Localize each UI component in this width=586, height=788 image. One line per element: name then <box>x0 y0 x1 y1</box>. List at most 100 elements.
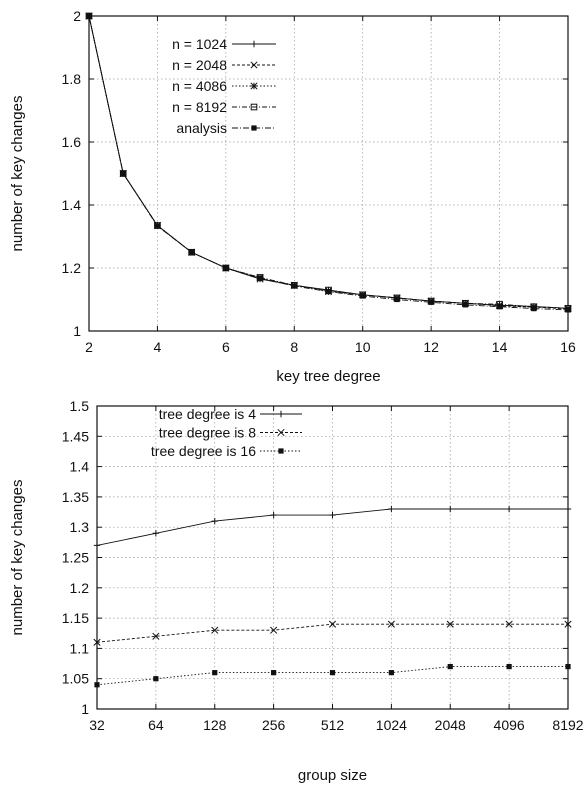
y-tick-label: 1 <box>73 323 81 339</box>
data-point-box <box>212 670 218 676</box>
y-tick-label: 1.8 <box>62 71 82 87</box>
legend-label: tree degree is 16 <box>151 443 256 459</box>
data-point-b <box>211 626 219 634</box>
data-point <box>154 223 161 229</box>
y-tick-label: 1 <box>81 701 89 717</box>
data-point-box <box>291 283 297 289</box>
legend-label: n = 4086 <box>172 78 227 94</box>
x-tick-label: 4096 <box>494 717 525 733</box>
y-tick-label: 1.5 <box>70 398 90 414</box>
data-point <box>388 670 394 676</box>
data-point-box <box>506 663 512 670</box>
series-line-2 <box>88 15 569 309</box>
data-point <box>565 663 571 670</box>
legend-marker-box <box>250 103 258 111</box>
data-point <box>428 299 434 305</box>
data-point <box>505 505 513 513</box>
data-point-box <box>360 293 366 299</box>
data-point-box <box>257 275 263 281</box>
x-tick-label: 14 <box>492 339 508 355</box>
y-tick-label: 1.1 <box>70 640 90 656</box>
data-point-box <box>86 13 92 19</box>
x-tick-label: 1024 <box>376 717 407 733</box>
data-point-box <box>223 265 229 271</box>
data-point <box>85 12 93 20</box>
chart-key-tree-degree: 1 1.2 1.4 1.6 1.8 2 2 4 6 8 10 12 14 16 key tree degre… <box>9 8 576 385</box>
legend-marker <box>250 103 258 111</box>
series-line-0 <box>88 15 569 309</box>
x-tick-label: 128 <box>203 717 227 733</box>
plot-frame <box>88 15 569 332</box>
x-tick-label: 10 <box>355 339 371 355</box>
data-point-box <box>531 306 537 312</box>
data-point <box>153 676 159 682</box>
data-point <box>394 296 400 303</box>
y-axis-label: number of key changes <box>9 96 26 252</box>
legend: n = 1024 n = 2048 n = 4086 n = 8192 analysis <box>172 36 276 136</box>
legend: tree degree is 4 tree degree is 8 tree deg… <box>151 406 302 459</box>
data-point-box <box>388 670 394 676</box>
data-point <box>565 307 571 313</box>
data-point-box <box>462 302 468 308</box>
data-point <box>223 265 229 271</box>
data-point-b <box>505 620 513 628</box>
data-point <box>388 505 395 513</box>
y-tick-label: 1.25 <box>62 550 89 566</box>
legend-marker <box>251 125 257 131</box>
data-point-b <box>93 638 101 646</box>
data-point-box <box>189 249 195 255</box>
x-tick-label: 32 <box>89 717 105 733</box>
y-tick-label: 1.2 <box>70 580 90 596</box>
data-point <box>360 293 366 299</box>
data-point-box <box>94 682 100 688</box>
data-point <box>211 626 219 634</box>
data-point <box>94 682 100 688</box>
data-point <box>189 249 195 255</box>
x-tick-label: 512 <box>321 717 345 733</box>
data-point-box <box>154 223 161 229</box>
data-point-box <box>153 676 159 682</box>
series-line-3 <box>88 15 569 309</box>
data-point <box>212 670 218 676</box>
legend-marker-b <box>277 428 285 437</box>
data-point <box>505 620 513 628</box>
data-point-box <box>565 663 571 670</box>
legend-label: n = 2048 <box>172 57 227 73</box>
data-point-box <box>565 307 571 313</box>
legend-marker <box>277 428 285 437</box>
legend-marker <box>250 61 258 69</box>
legend-marker-b <box>250 61 258 69</box>
x-tick-label: 8 <box>290 339 298 355</box>
data-point <box>325 289 332 295</box>
x-tick-label: 12 <box>423 339 439 355</box>
data-point-box <box>447 663 453 670</box>
x-tick-label: 6 <box>222 339 230 355</box>
data-point-box <box>120 170 126 177</box>
data-point <box>119 170 127 177</box>
data-point <box>152 530 160 537</box>
legend-label: tree degree is 4 <box>159 406 256 422</box>
data-point <box>329 670 336 676</box>
y-tick-label: 1.3 <box>70 519 90 535</box>
x-tick-label: 64 <box>148 717 164 733</box>
data-point <box>447 505 454 513</box>
data-point <box>188 248 195 256</box>
data-point <box>93 638 101 646</box>
y-tick-label: 1.6 <box>62 134 82 150</box>
y-tick-label: 1.4 <box>70 459 90 475</box>
data-point <box>120 170 126 177</box>
data-point <box>387 620 395 628</box>
data-point-box <box>394 296 400 303</box>
data-point-box <box>222 264 230 272</box>
data-point <box>447 663 453 670</box>
data-point-box <box>325 289 332 295</box>
data-point <box>152 632 160 640</box>
data-point <box>496 304 503 310</box>
data-point-box <box>188 248 195 256</box>
y-tick-label: 1.2 <box>62 260 82 276</box>
data-point-b <box>328 620 337 628</box>
legend-label: n = 1024 <box>172 36 227 52</box>
data-point <box>446 620 454 628</box>
y-tick-label: 1.05 <box>62 671 89 687</box>
